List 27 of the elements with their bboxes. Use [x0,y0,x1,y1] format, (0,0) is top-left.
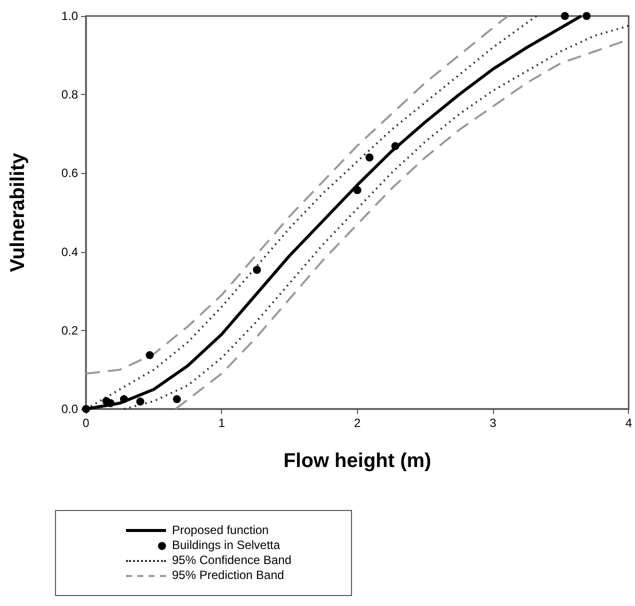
x-tick-label: 0 [82,416,90,430]
x-tick-label: 1 [218,416,226,430]
y-tick-label: 0.8 [61,88,78,102]
point [353,186,362,194]
x-tick-label: 3 [490,416,497,430]
x-axis-title: Flow height (m) [283,450,432,472]
point [366,153,374,162]
x-tick-label: 2 [354,416,361,430]
point [582,12,591,20]
y-tick-label: 0.4 [61,244,78,259]
legend-label: 95% Confidence Band [172,553,292,568]
y-tick-label: 0.2 [61,323,78,338]
point [560,12,569,20]
y-tick-label: 0.6 [61,166,78,180]
x-tick-label: 4 [625,416,632,430]
point [120,395,128,404]
y-tick-label: 1.0 [61,9,78,23]
point [146,351,154,360]
legend-label: Proposed function [172,523,269,538]
point [391,142,400,150]
y-axis-title: Vulnerability [7,152,29,272]
point [136,398,144,406]
legend-label: Buildings in Selvetta [172,538,280,553]
point [252,266,261,274]
point [172,395,181,404]
legend-label: 95% Prediction Band [172,568,284,583]
y-tick-label: 0.0 [61,402,78,416]
